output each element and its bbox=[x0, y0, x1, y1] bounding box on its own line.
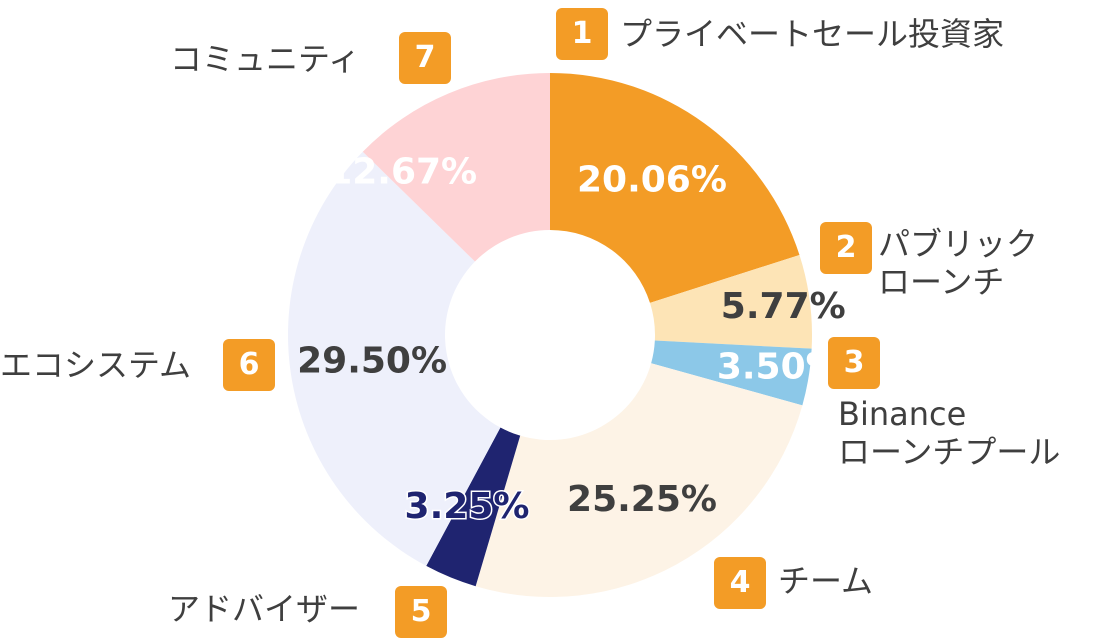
value-label-1: 20.06% bbox=[577, 159, 727, 200]
value-label-3: 3.50% bbox=[717, 346, 842, 387]
value-label-5: 3.25% bbox=[405, 486, 530, 527]
badge-3: 3 bbox=[828, 337, 880, 389]
badge-2: 2 bbox=[820, 222, 872, 274]
value-label-7: 12.67% bbox=[327, 152, 477, 193]
badge-6: 6 bbox=[223, 339, 275, 391]
value-label-4: 25.25% bbox=[567, 479, 717, 520]
slice-5 bbox=[426, 427, 521, 587]
slice-3 bbox=[651, 340, 812, 406]
value-labels: 20.06% 5.77% 3.50% 25.25% 3.25% 29.50% 12.67% bbox=[297, 152, 846, 529]
legend-label-1: プライベートセール投資家 bbox=[620, 15, 1005, 53]
legend-label-6: エコシステム bbox=[0, 346, 192, 384]
donut-slices bbox=[287, 73, 812, 598]
legend-label-4: チーム bbox=[778, 562, 874, 600]
slice-4 bbox=[475, 363, 803, 598]
badge-4: 4 bbox=[714, 557, 766, 609]
legend-label-2: パブリック ローンチ bbox=[878, 225, 1039, 301]
legend-label-5: アドバイザー bbox=[168, 590, 361, 628]
legend-label-3: Binance ローンチプール bbox=[838, 395, 1061, 471]
slice-1 bbox=[550, 73, 800, 303]
value-label-6: 29.50% bbox=[297, 340, 447, 381]
slice-7 bbox=[362, 73, 550, 262]
badge-5: 5 bbox=[395, 586, 447, 638]
badge-1: 1 bbox=[556, 8, 608, 60]
slice-6 bbox=[287, 151, 501, 566]
badge-7: 7 bbox=[399, 32, 451, 84]
value-label-2: 5.77% bbox=[721, 286, 846, 327]
slice-2 bbox=[649, 254, 812, 349]
legend-label-7: コミュニティ bbox=[170, 40, 361, 78]
